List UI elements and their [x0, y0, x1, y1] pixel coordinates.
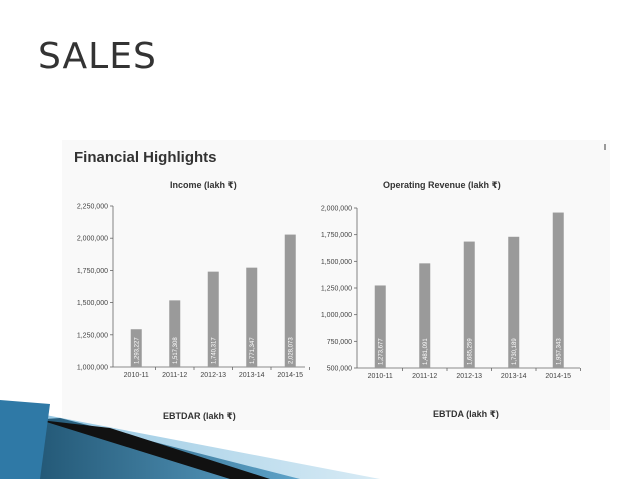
ebtdar-chart-title: EBTDAR (lakh ₹) [163, 411, 236, 421]
income-chart-title: Income (lakh ₹) [170, 180, 237, 190]
data-label: 2,028,073 [288, 337, 294, 364]
x-tick-label: 2012-13 [200, 372, 226, 379]
bar [207, 271, 219, 367]
y-tick-label: 1,250,000 [321, 286, 352, 293]
data-label: 1,517,308 [173, 337, 179, 364]
ebtda-chart-title: EBTDA (lakh ₹) [433, 409, 499, 419]
bar [552, 212, 564, 368]
bar [284, 234, 296, 367]
y-tick-label: 1,500,000 [321, 259, 352, 266]
data-label: 1,730,189 [512, 338, 518, 365]
bar [419, 263, 431, 368]
data-label: 1,273,677 [378, 338, 384, 365]
data-label: 1,771,347 [250, 337, 256, 364]
x-tick-label: 2010-11 [368, 373, 393, 380]
x-tick-label: 2014-15 [277, 372, 303, 379]
x-tick-label: 2013-14 [501, 373, 527, 380]
y-tick-label: 1,500,000 [77, 300, 108, 307]
bar [508, 236, 520, 368]
y-tick-label: 2,250,000 [77, 204, 108, 211]
bar [246, 267, 258, 367]
operating-revenue-chart-title: Operating Revenue (lakh ₹) [383, 180, 501, 190]
y-tick-label: 500,000 [327, 366, 352, 373]
y-tick-label: 1,750,000 [77, 268, 108, 275]
edge-mark [604, 144, 606, 150]
y-tick-label: 2,000,000 [77, 236, 108, 243]
figure-heading: Financial Highlights [74, 149, 217, 166]
x-tick-label: 2014-15 [545, 373, 571, 380]
data-label: 1,481,091 [423, 338, 429, 365]
x-tick-label: 2010-11 [124, 372, 149, 379]
y-tick-label: 1,000,000 [321, 312, 352, 319]
data-label: 1,957,343 [556, 338, 562, 365]
bar [374, 285, 386, 368]
x-tick-label: 2013-14 [239, 372, 265, 379]
y-tick-label: 1,750,000 [321, 232, 352, 239]
bar [169, 300, 181, 367]
y-tick-label: 2,000,000 [321, 206, 352, 213]
y-tick-label: 750,000 [327, 339, 352, 346]
bar [130, 329, 142, 367]
data-label: 1,740,317 [211, 337, 217, 364]
y-tick-label: 1,000,000 [77, 365, 108, 372]
data-label: 1,685,259 [467, 338, 473, 365]
x-tick-label: 2011-12 [412, 373, 437, 380]
data-label: 1,293,227 [134, 337, 140, 364]
x-tick-label: 2012-13 [456, 373, 482, 380]
x-tick-label: 2011-12 [162, 372, 187, 379]
slide-title: SALES [38, 36, 157, 77]
bar [463, 241, 475, 368]
y-tick-label: 1,250,000 [77, 332, 108, 339]
